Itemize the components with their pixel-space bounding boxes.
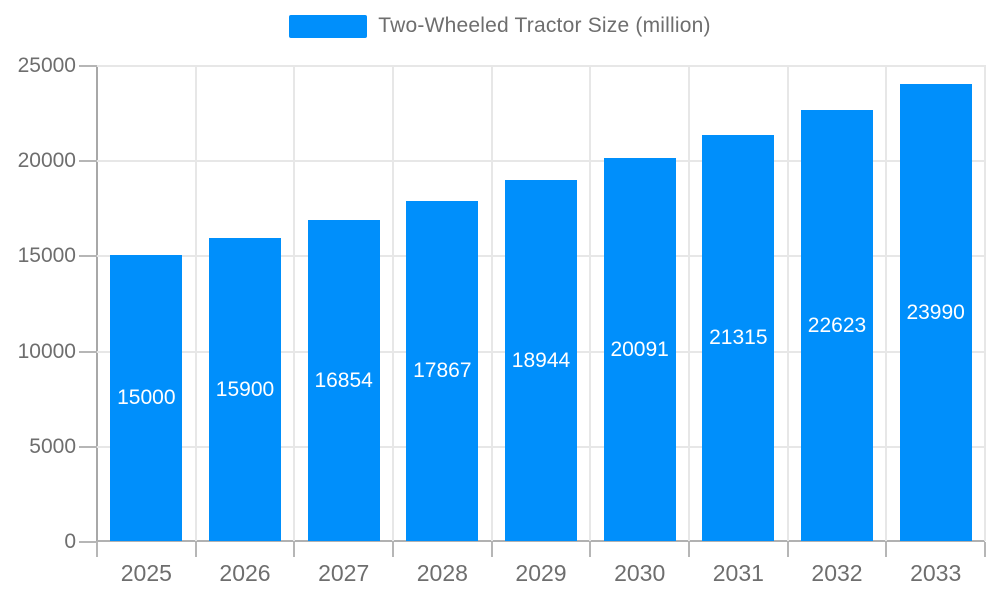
bar[interactable]	[406, 200, 479, 541]
x-axis-tick-label: 2025	[120, 560, 172, 586]
x-axis-tick-label: 2032	[811, 560, 863, 586]
gridline-vertical	[490, 65, 493, 541]
x-axis-tick-label: 2027	[318, 560, 370, 586]
gridline-vertical	[786, 65, 789, 541]
bar[interactable]	[209, 238, 281, 541]
gridline-vertical	[589, 65, 592, 541]
bar[interactable]	[702, 135, 775, 541]
bar[interactable]	[307, 220, 380, 541]
gridline-vertical	[194, 65, 197, 541]
y-axis-tick	[79, 65, 97, 67]
legend-label: Two-Wheeled Tractor Size (million)	[378, 14, 711, 37]
x-axis-tick	[786, 542, 789, 557]
gridline-vertical	[688, 65, 690, 541]
x-axis-tick	[392, 542, 394, 557]
y-axis-tick-label: 0	[64, 530, 76, 553]
x-axis-line	[97, 540, 985, 542]
legend: Two-Wheeled Tractor Size (million)	[0, 14, 1000, 38]
gridline-horizontal	[97, 65, 985, 67]
x-axis-tick	[490, 542, 493, 557]
gridline-vertical	[293, 65, 296, 541]
x-axis-tick-label: 2030	[614, 560, 666, 586]
x-axis-tick	[688, 542, 690, 557]
x-axis-tick-label: 2028	[416, 560, 468, 586]
gridline-vertical	[984, 65, 986, 541]
x-axis-tick-label: 2029	[515, 560, 567, 586]
bar[interactable]	[505, 180, 577, 541]
y-axis-tick	[79, 445, 97, 448]
x-axis-tick	[293, 542, 296, 557]
x-axis-tick-label: 2031	[712, 560, 764, 586]
y-axis-tick	[79, 255, 97, 258]
x-axis-tick	[984, 542, 986, 557]
y-axis-tick	[79, 350, 97, 353]
x-axis-tick	[589, 542, 592, 557]
y-axis-tick	[79, 541, 97, 543]
x-axis-tick-label: 2026	[219, 560, 271, 586]
bar[interactable]	[110, 255, 183, 541]
legend-item[interactable]: Two-Wheeled Tractor Size (million)	[289, 14, 711, 38]
legend-swatch-icon	[289, 14, 368, 38]
y-axis-tick	[79, 160, 97, 163]
gridline-vertical	[885, 65, 888, 541]
y-axis-tick-label: 20000	[17, 149, 76, 173]
x-axis-tick-label: 2033	[910, 560, 962, 586]
y-axis-tick-label: 5000	[29, 434, 76, 458]
x-axis-tick	[885, 542, 888, 557]
x-axis-tick	[194, 542, 197, 557]
y-axis-line	[96, 65, 98, 557]
gridline-horizontal	[97, 160, 985, 163]
y-axis-tick-label: 25000	[17, 54, 76, 77]
bar[interactable]	[801, 110, 873, 541]
y-axis-tick-label: 15000	[17, 244, 76, 268]
plot-area: 15000 15900 16854 17867 18944 20091 21315 22623…	[97, 65, 986, 541]
x-axis-tick	[96, 542, 98, 557]
bar[interactable]	[603, 158, 676, 541]
y-axis-tick-label: 10000	[17, 339, 76, 363]
bar[interactable]	[899, 84, 972, 541]
gridline-vertical	[392, 65, 394, 541]
